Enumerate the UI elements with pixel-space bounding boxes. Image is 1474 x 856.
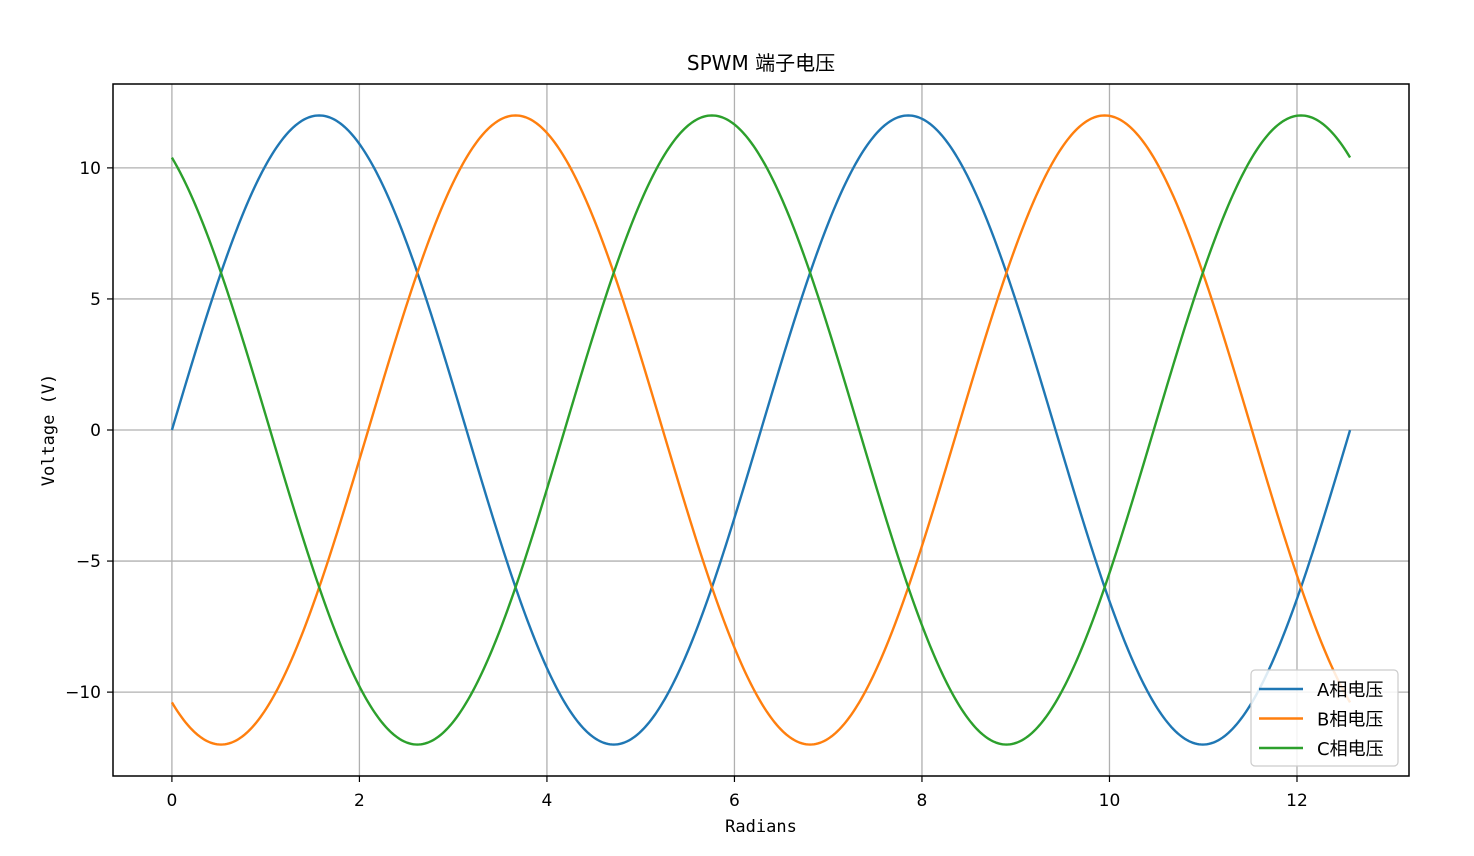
legend-label: B相电压 <box>1317 710 1383 731</box>
x-tick-label: 4 <box>542 791 553 811</box>
chart-title: SPWM 端子电压 <box>687 51 835 75</box>
series-lines <box>170 114 1352 746</box>
y-tick-label: −10 <box>65 683 101 703</box>
x-tick-label: 10 <box>1099 791 1121 811</box>
grid <box>113 84 1409 776</box>
series-line-3 <box>170 114 1352 746</box>
legend-label: A相电压 <box>1317 680 1383 701</box>
legend: A相电压 B相电压 C相电压 <box>1250 669 1399 767</box>
y-tick-label: 10 <box>79 159 101 179</box>
x-axis-ticks: 0 2 4 6 8 10 12 <box>166 776 1308 811</box>
series-line-2 <box>170 114 1352 746</box>
y-tick-label: −5 <box>76 552 101 572</box>
y-tick-label: 5 <box>90 290 101 310</box>
legend-box <box>1250 669 1399 767</box>
y-tick-label: 0 <box>90 421 101 441</box>
y-axis-ticks: −10 −5 0 5 10 <box>65 159 113 703</box>
series-line-1 <box>170 114 1352 746</box>
legend-label: C相电压 <box>1317 739 1384 760</box>
x-tick-label: 12 <box>1286 791 1308 811</box>
x-axis-label: Radians <box>725 817 797 837</box>
y-axis-label: Voltage (V) <box>39 374 59 487</box>
x-tick-label: 2 <box>354 791 365 811</box>
x-tick-label: 0 <box>166 791 177 811</box>
x-tick-label: 6 <box>729 791 740 811</box>
x-tick-label: 8 <box>917 791 928 811</box>
